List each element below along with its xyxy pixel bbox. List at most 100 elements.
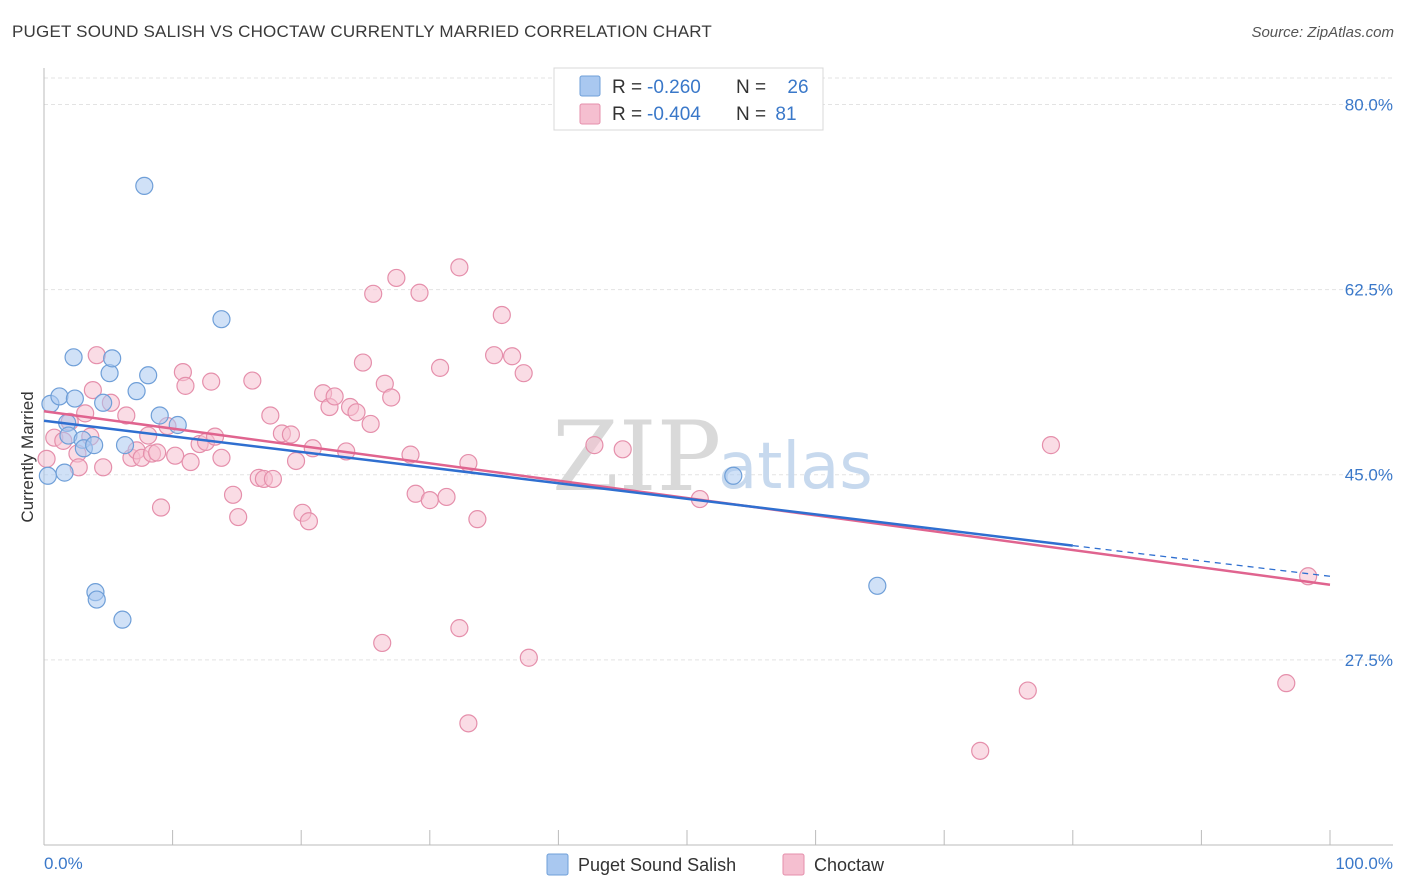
watermark-atlas: atlas — [718, 430, 873, 504]
choctaw-point — [450, 619, 469, 638]
y-tick-label: 80.0% — [1345, 95, 1393, 114]
choctaw-point — [76, 404, 95, 423]
bottom-legend-swatch-pink — [782, 853, 805, 876]
choctaw-point — [437, 487, 456, 507]
legend-r-label-blue: R = — [612, 77, 642, 98]
legend-n-value-pink: 81 — [775, 104, 796, 125]
puget-sound-salish-point — [38, 466, 57, 485]
choctaw-point — [1041, 436, 1061, 455]
y-tick-label: 27.5% — [1345, 651, 1393, 670]
legend-r-value-blue: -0.260 — [647, 77, 701, 98]
choctaw-point — [212, 448, 231, 467]
gridlines — [44, 77, 1393, 661]
puget-sound-salish-point — [135, 176, 154, 196]
choctaw-point — [151, 498, 171, 517]
puget-sound-salish-point — [139, 366, 158, 385]
legend-n-label-blue: N = — [736, 77, 766, 98]
choctaw-point — [361, 414, 380, 434]
choctaw-point — [243, 371, 262, 390]
puget-sound-salish-point — [55, 463, 74, 482]
trend-lines — [43, 410, 1331, 586]
choctaw-point — [37, 449, 56, 468]
puget-sound-salish-point — [724, 466, 743, 485]
choctaw-point — [87, 346, 106, 365]
choctaw-point — [430, 358, 450, 377]
choctaw-point — [503, 347, 522, 366]
x-tick-label-min: 0.0% — [44, 854, 83, 873]
puget-sound-salish-point — [65, 389, 84, 408]
choctaw-point — [585, 436, 604, 455]
choctaw-point — [325, 387, 344, 406]
choctaw-point — [468, 510, 487, 529]
choctaw-point — [387, 268, 406, 288]
legend-r-value-pink: -0.404 — [647, 104, 701, 125]
choctaw-point — [373, 633, 392, 653]
bottom-legend-label-blue: Puget Sound Salish — [578, 855, 736, 875]
choctaw-point — [176, 376, 195, 395]
bottom-legend-label-pink: Choctaw — [814, 855, 885, 875]
choctaw-point — [971, 741, 990, 760]
x-ticks — [172, 830, 1331, 845]
series-legend: Puget Sound Salish Choctaw — [546, 853, 885, 876]
y-tick-labels: 27.5% 45.0% 62.5% 80.0% — [1345, 95, 1393, 669]
choctaw-point — [485, 346, 504, 365]
legend-n-label-pink: N = — [736, 104, 766, 125]
legend-r-label-pink: R = — [612, 104, 642, 125]
y-axis-label: Currently Married — [18, 391, 37, 522]
puget-sound-salish-point — [50, 387, 69, 406]
puget-sound-salish-point — [100, 364, 119, 383]
bottom-legend-swatch-blue — [546, 853, 569, 876]
chart-title: PUGET SOUND SALISH VS CHOCTAW CURRENTLY … — [12, 22, 713, 41]
puget-sound-salish-point — [212, 310, 231, 329]
puget-sound-salish-points — [38, 176, 887, 629]
puget-sound-salish-point — [115, 436, 135, 455]
puget-sound-salish-trend-line — [43, 419, 1073, 547]
watermark: ZIP atlas — [552, 401, 873, 513]
puget-sound-salish-point — [103, 349, 122, 368]
x-tick-label-max: 100.0% — [1335, 854, 1393, 873]
choctaw-point — [261, 406, 280, 425]
puget-sound-salish-point — [150, 406, 169, 425]
choctaw-point — [148, 443, 167, 462]
choctaw-point — [181, 452, 200, 472]
choctaw-point — [1018, 681, 1037, 700]
choctaw-point — [94, 458, 113, 477]
choctaw-point — [519, 648, 538, 667]
choctaw-point — [202, 372, 221, 391]
choctaw-point — [353, 353, 373, 372]
source-label: Source: ZipAtlas.com — [1251, 24, 1394, 41]
puget-sound-salish-point — [64, 348, 83, 367]
choctaw-point — [420, 491, 439, 510]
choctaw-point — [286, 451, 306, 471]
choctaw-point — [514, 364, 533, 383]
choctaw-point — [263, 469, 283, 489]
choctaw-point — [139, 426, 158, 445]
puget-sound-salish-trend-extension — [1072, 544, 1331, 577]
choctaw-point — [382, 388, 401, 407]
choctaw-point — [347, 403, 366, 422]
puget-sound-salish-point — [85, 436, 104, 455]
choctaw-point — [613, 440, 632, 459]
choctaw-points — [37, 258, 1318, 760]
puget-sound-salish-point — [127, 382, 146, 401]
puget-sound-salish-point — [868, 576, 887, 595]
legend-n-value-blue: 26 — [787, 77, 808, 98]
puget-sound-salish-point — [94, 393, 113, 412]
choctaw-point — [223, 485, 243, 504]
y-tick-label: 62.5% — [1345, 281, 1393, 300]
choctaw-point — [166, 446, 185, 465]
puget-sound-salish-point — [87, 590, 106, 609]
choctaw-point — [450, 258, 469, 277]
choctaw-point — [83, 380, 102, 400]
legend-swatch-pink — [579, 103, 601, 125]
choctaw-point — [492, 305, 511, 325]
puget-sound-salish-point — [113, 610, 132, 629]
choctaw-point — [459, 714, 478, 733]
choctaw-point — [364, 284, 383, 303]
choctaw-point — [1277, 674, 1296, 693]
legend-swatch-blue — [579, 75, 601, 97]
choctaw-point — [281, 425, 301, 444]
choctaw-point — [299, 512, 319, 531]
choctaw-point — [117, 406, 136, 425]
